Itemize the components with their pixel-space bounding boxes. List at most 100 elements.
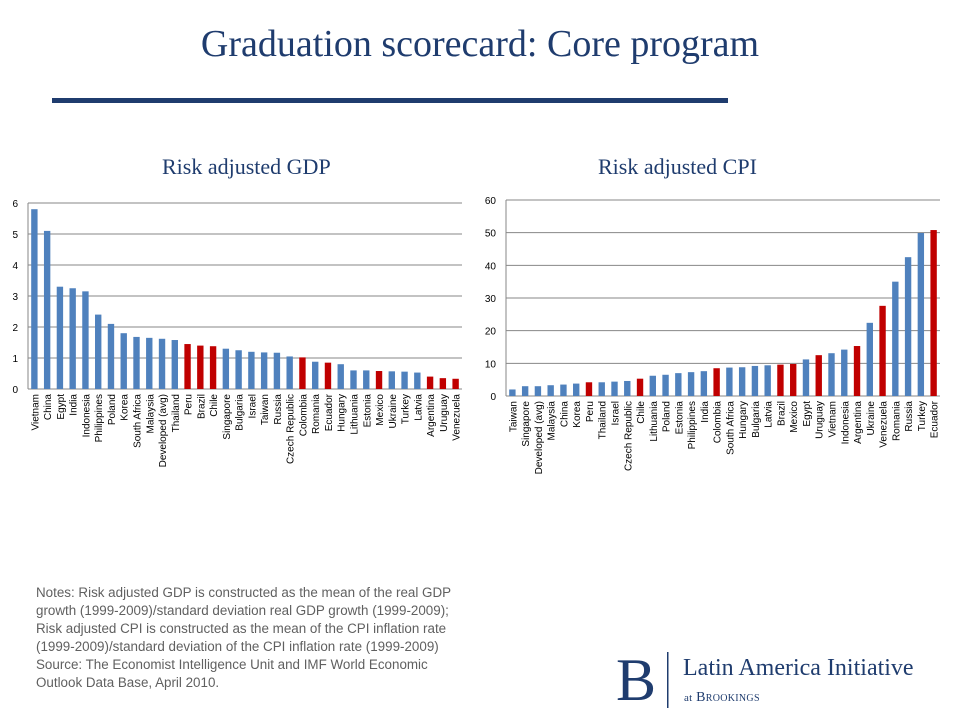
bar bbox=[273, 352, 281, 389]
x-tick-label: Israel bbox=[611, 401, 622, 425]
x-tick-label: Brazil bbox=[776, 401, 787, 426]
y-tick-label: 0 bbox=[12, 385, 18, 396]
bar bbox=[879, 305, 886, 396]
x-tick-label: Peru bbox=[585, 401, 596, 422]
x-tick-label: Indonesia bbox=[81, 394, 92, 438]
logo-mark-letter: B bbox=[616, 648, 656, 708]
bar bbox=[222, 348, 230, 389]
x-tick-label: China bbox=[43, 394, 54, 421]
x-tick-label: Uruguay bbox=[439, 394, 450, 432]
bar bbox=[738, 367, 746, 396]
notes-line: Source: The Economist Intelligence Unit … bbox=[36, 657, 428, 672]
x-tick-label: Singapore bbox=[222, 394, 233, 440]
bar bbox=[598, 382, 605, 396]
brookings-logo: B bbox=[612, 648, 942, 712]
y-tick-label: 6 bbox=[12, 199, 18, 210]
bar bbox=[43, 230, 51, 389]
bar bbox=[687, 372, 695, 396]
bar bbox=[649, 375, 656, 396]
gdp-chart-svg: 0 1 2 3 4 5 6 Vietnam China Egypt India Indonesia Ph… bbox=[12, 199, 462, 467]
y-tick-label: 4 bbox=[12, 261, 18, 272]
x-tick-label: Philippines bbox=[94, 394, 105, 442]
bar bbox=[197, 345, 204, 389]
bar bbox=[853, 346, 861, 396]
bar bbox=[439, 378, 447, 389]
x-tick-label: Hungary bbox=[738, 401, 749, 439]
x-tick-label: Romania bbox=[891, 401, 902, 441]
logo-title: Latin America Initiative bbox=[683, 655, 914, 681]
bar bbox=[312, 361, 319, 389]
bar bbox=[426, 376, 434, 389]
bar bbox=[573, 383, 580, 396]
x-tick-label: Poland bbox=[107, 394, 118, 425]
y-tick-label: 2 bbox=[12, 323, 18, 334]
bar bbox=[286, 356, 293, 389]
x-tick-label: Vietnam bbox=[30, 394, 41, 431]
bar bbox=[764, 365, 771, 396]
logo-subtitle: at Brookings bbox=[684, 689, 760, 706]
x-tick-label: India bbox=[700, 401, 711, 423]
bar bbox=[82, 291, 89, 389]
notes-block: Notes: Risk adjusted GDP is constructed … bbox=[36, 584, 556, 692]
bar bbox=[751, 365, 759, 396]
x-tick-label: Mexico bbox=[789, 401, 800, 433]
bar bbox=[841, 349, 848, 396]
x-tick-label: Indonesia bbox=[840, 401, 851, 445]
x-tick-label: Chile bbox=[636, 401, 647, 424]
x-tick-label: Uruguay bbox=[815, 401, 826, 439]
bar bbox=[350, 370, 357, 389]
bar bbox=[248, 351, 255, 389]
bar bbox=[726, 367, 733, 396]
y-tick-label: 0 bbox=[490, 392, 496, 403]
x-tick-label: Argentina bbox=[426, 394, 437, 437]
x-tick-label: Romania bbox=[311, 394, 322, 434]
bar bbox=[930, 230, 937, 396]
notes-line: growth (1999-2009)/standard deviation re… bbox=[36, 603, 449, 618]
cpi-chart-svg: 0 10 20 30 40 50 60 Taiwan Singapore Developed (a… bbox=[485, 196, 940, 474]
y-tick-label: 1 bbox=[12, 354, 18, 365]
x-tick-label: Malaysia bbox=[547, 401, 558, 441]
bar bbox=[534, 386, 542, 396]
x-tick-label: Colombia bbox=[713, 401, 724, 444]
bar bbox=[585, 382, 593, 396]
bar bbox=[866, 322, 873, 396]
bar bbox=[414, 372, 421, 389]
bar bbox=[815, 355, 822, 396]
x-tick-label: Russia bbox=[273, 394, 284, 425]
x-tick-label: China bbox=[559, 401, 570, 428]
x-tick-label: Egypt bbox=[802, 401, 813, 427]
x-tick-label: Venezuela bbox=[452, 394, 462, 441]
title-underline bbox=[52, 98, 728, 103]
bar bbox=[133, 336, 140, 389]
x-tick-label: Argentina bbox=[853, 401, 864, 444]
notes-line: (1999-2009)/standard deviation of the CP… bbox=[36, 639, 439, 654]
bar bbox=[56, 286, 64, 389]
bar bbox=[324, 362, 332, 389]
y-tick-label: 60 bbox=[485, 196, 497, 207]
cpi-chart-title: Risk adjusted CPI bbox=[598, 154, 757, 179]
bar bbox=[675, 373, 682, 396]
bar bbox=[184, 344, 191, 389]
bar bbox=[777, 364, 784, 396]
bar bbox=[802, 359, 810, 396]
x-tick-label: Colombia bbox=[298, 394, 309, 437]
slide-title: Graduation scorecard: Core program bbox=[200, 23, 760, 65]
bar bbox=[904, 257, 912, 396]
logo-sub-org: Brookings bbox=[696, 690, 760, 705]
bar bbox=[388, 371, 395, 389]
x-tick-label: Philippines bbox=[687, 401, 698, 449]
x-tick-label: Peru bbox=[184, 394, 195, 415]
x-tick-label: Lithuania bbox=[649, 401, 660, 442]
x-tick-label: Bulgaria bbox=[235, 394, 246, 431]
bar bbox=[31, 209, 38, 389]
bar bbox=[662, 374, 669, 396]
bar bbox=[611, 381, 618, 396]
bar bbox=[120, 333, 127, 389]
bar bbox=[235, 350, 242, 389]
x-tick-label: Developed (avg) bbox=[158, 394, 169, 467]
bar bbox=[158, 338, 166, 389]
bar bbox=[624, 380, 631, 396]
bar bbox=[700, 371, 708, 396]
gdp-chart: 0 1 2 3 4 5 6 Vietnam China Egypt India Indonesia Ph… bbox=[0, 186, 462, 476]
y-tick-label: 3 bbox=[12, 292, 18, 303]
